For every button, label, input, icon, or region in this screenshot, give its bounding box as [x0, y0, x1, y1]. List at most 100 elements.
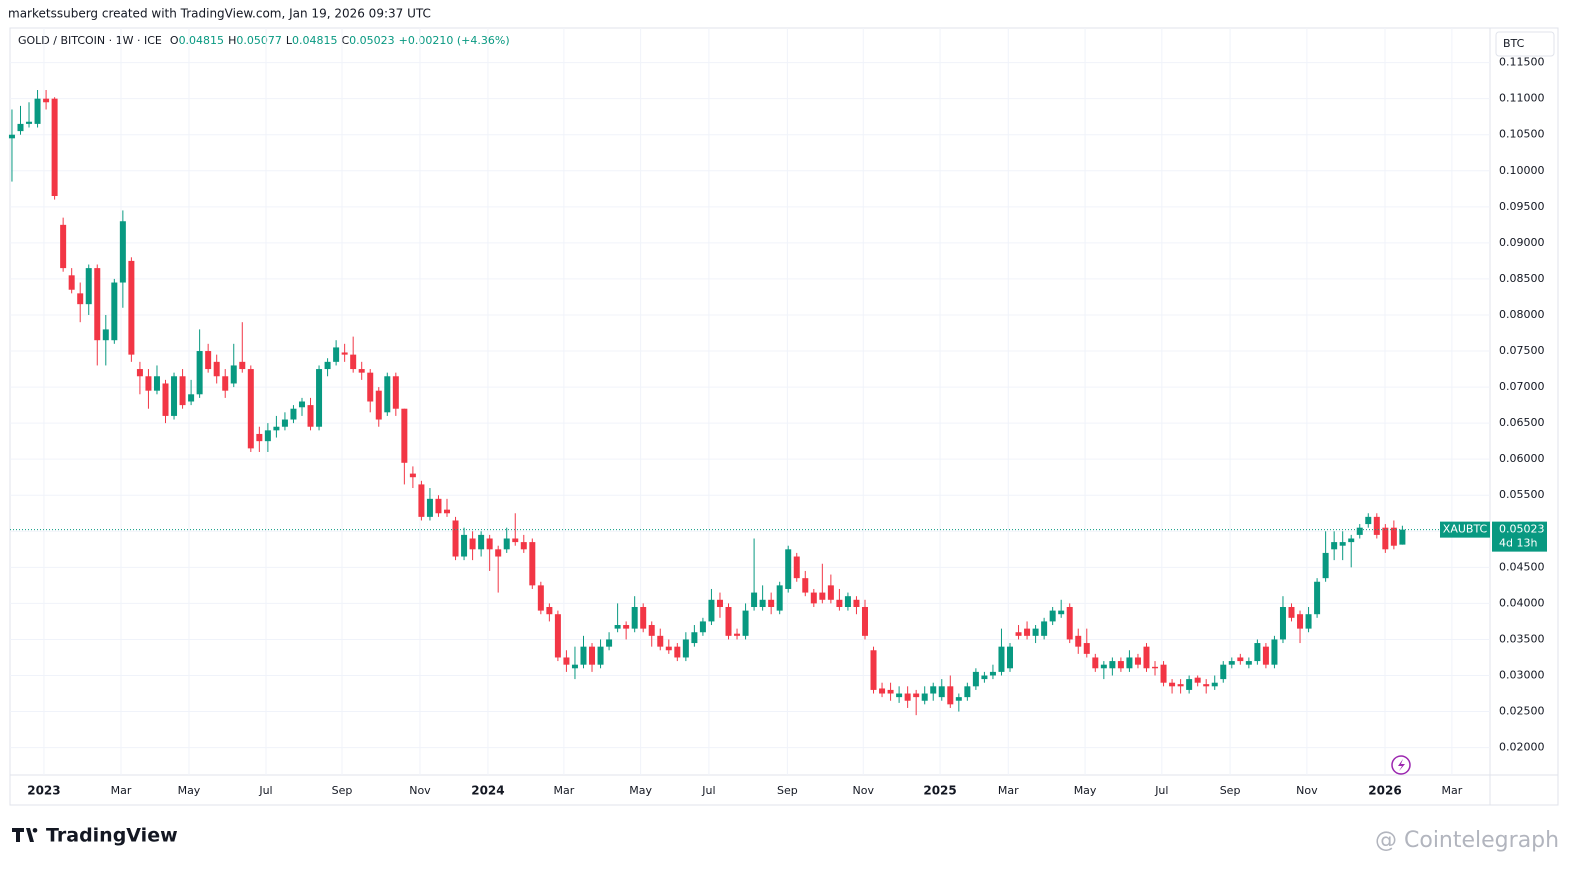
y-tick-label: 0.05500 — [1499, 488, 1545, 501]
x-tick-label: 2026 — [1368, 784, 1401, 798]
x-tick-label: Sep — [777, 784, 798, 797]
candle-body — [768, 599, 775, 607]
candle-body — [1134, 657, 1141, 665]
candle-body — [256, 433, 263, 442]
ohlc-label: C — [341, 34, 349, 47]
candle-body — [324, 361, 331, 370]
candle-body — [1220, 664, 1227, 680]
y-tick-label: 0.07500 — [1499, 344, 1545, 357]
x-tick-label: Mar — [553, 784, 574, 797]
symbol-legend: GOLD / BITCOIN · 1W · ICE O0.04815 H0.0507… — [18, 34, 510, 47]
x-tick-label: Nov — [409, 784, 431, 797]
candle-body — [836, 599, 843, 607]
candle-body — [520, 542, 527, 550]
candle-body — [1143, 646, 1150, 669]
candle-body — [43, 98, 50, 103]
candle-body — [1007, 646, 1014, 669]
candle-body — [1322, 552, 1329, 579]
candle-body — [691, 632, 698, 644]
y-tick-label: 0.04000 — [1499, 596, 1545, 609]
candle-body — [1024, 628, 1031, 636]
candle-body — [1066, 606, 1073, 640]
event-icon[interactable] — [1391, 755, 1411, 775]
candle-body — [665, 646, 672, 651]
candle-body — [896, 693, 903, 698]
candle-body — [793, 556, 800, 579]
price-tag-value: 0.05023 — [1499, 523, 1545, 536]
y-tick-label: 0.06500 — [1499, 416, 1545, 429]
x-tick-label: Jul — [258, 784, 272, 797]
candle-body — [810, 592, 817, 604]
x-tick-label: Mar — [998, 784, 1019, 797]
candle-body — [1015, 632, 1022, 636]
event-icon-bolt — [1398, 759, 1405, 771]
candle-body — [495, 549, 502, 557]
candle-body — [938, 686, 945, 698]
currency-button[interactable] — [1495, 31, 1555, 57]
candle-body — [341, 352, 348, 355]
candle-body — [307, 405, 314, 427]
candle-body — [1339, 542, 1346, 546]
candle-body — [247, 369, 254, 449]
candle-body — [887, 689, 894, 694]
candle-body — [955, 697, 962, 701]
candle-body — [1049, 610, 1056, 622]
candle-body — [128, 260, 135, 355]
x-tick-label: 2025 — [923, 784, 956, 798]
x-tick-label: Nov — [853, 784, 875, 797]
candle-body — [153, 376, 160, 391]
candle-body — [26, 121, 33, 124]
y-tick-label: 0.09500 — [1499, 200, 1545, 213]
candle-body — [759, 599, 766, 607]
candle-body — [418, 484, 425, 517]
x-tick-label: May — [629, 784, 652, 797]
candle-body — [145, 376, 152, 391]
candle-body — [1288, 606, 1295, 618]
candle-body — [904, 693, 911, 701]
candle-body — [486, 538, 493, 550]
candle-body — [1245, 661, 1252, 665]
candle-body — [563, 657, 570, 665]
currency[interactable]: BTC — [1503, 37, 1525, 50]
candle-body — [844, 596, 851, 607]
candle-body — [802, 578, 809, 593]
candle-body — [640, 606, 647, 629]
brand-logo — [12, 828, 38, 842]
candle-body — [861, 606, 868, 636]
candle-body — [1314, 581, 1321, 615]
ohlc-value: 0.04815 — [179, 34, 225, 47]
candle-body — [1160, 664, 1167, 683]
candle-body — [1356, 527, 1363, 535]
candle-body — [1373, 516, 1380, 535]
candle-body — [1177, 684, 1184, 687]
candle-body — [930, 686, 937, 694]
candle-body — [1305, 614, 1312, 629]
candle-body — [1041, 621, 1048, 636]
candle-body — [171, 376, 178, 416]
y-tick-label: 0.11000 — [1499, 92, 1545, 105]
candle-body — [1075, 635, 1082, 647]
ohlc-value: 0.04815 — [292, 34, 338, 47]
candle-body — [589, 646, 596, 665]
candle-body — [239, 361, 246, 370]
candle-body — [537, 585, 544, 611]
grid — [10, 28, 1490, 775]
candle-body — [1390, 527, 1397, 546]
candle-body — [17, 123, 24, 132]
candle-body — [682, 639, 689, 658]
x-tick-label: 2023 — [27, 784, 60, 798]
x-tick-label: May — [1074, 784, 1097, 797]
candle-body — [1211, 682, 1218, 687]
candle-body — [1032, 628, 1039, 636]
candle-body — [1169, 682, 1176, 687]
candle-body — [725, 606, 732, 636]
candle-body — [205, 351, 212, 370]
x-tick-label: Mar — [1441, 784, 1462, 797]
y-tick-label: 0.06000 — [1499, 452, 1545, 465]
candle-body — [580, 646, 587, 665]
candle-body — [1126, 657, 1133, 669]
candle-body — [554, 614, 561, 658]
candle-body — [392, 376, 399, 409]
candle-body — [623, 625, 630, 629]
